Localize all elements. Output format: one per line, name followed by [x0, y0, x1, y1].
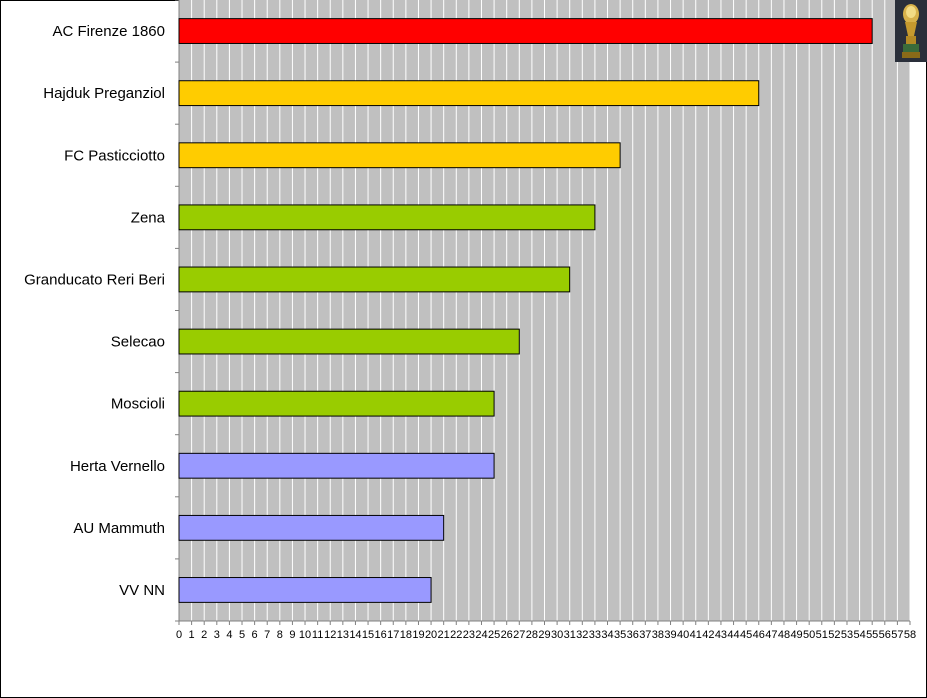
x-tick-label: 32 [576, 629, 588, 641]
x-tick-label: 29 [538, 629, 550, 641]
bar [178, 390, 495, 417]
x-tick-label: 57 [891, 629, 903, 641]
x-tick-label: 56 [879, 629, 891, 641]
x-tick-label: 39 [664, 629, 676, 641]
x-tick-label: 34 [601, 629, 613, 641]
x-tick-label: 45 [740, 629, 752, 641]
x-tick-label: 21 [438, 629, 450, 641]
category-label: AC Firenze 1860 [52, 23, 165, 40]
x-tick-label: 26 [501, 629, 513, 641]
category-label: Hajduk Preganziol [43, 85, 165, 102]
bar [178, 328, 520, 355]
x-tick-label: 42 [702, 629, 714, 641]
category-label: Moscioli [111, 396, 165, 413]
category-label: FC Pasticciotto [64, 147, 165, 164]
x-tick-label: 43 [715, 629, 727, 641]
x-tick-label: 49 [790, 629, 802, 641]
x-tick-label: 15 [362, 629, 374, 641]
x-tick-label: 18 [400, 629, 412, 641]
x-tick-label: 5 [239, 629, 245, 641]
category-label: Granducato Reri Beri [24, 271, 165, 288]
x-tick-label: 8 [277, 629, 283, 641]
x-tick-label: 58 [904, 629, 916, 641]
category-label: Herta Vernello [70, 458, 165, 475]
bar [178, 266, 571, 293]
x-tick-label: 17 [387, 629, 399, 641]
x-tick-label: 13 [337, 629, 349, 641]
x-tick-label: 12 [324, 629, 336, 641]
x-tick-label: 11 [312, 629, 323, 641]
x-tick-label: 52 [828, 629, 840, 641]
x-tick-label: 4 [226, 629, 232, 641]
x-tick-label: 54 [853, 629, 865, 641]
x-tick-label: 16 [375, 629, 387, 641]
x-tick-label: 40 [677, 629, 689, 641]
x-tick-label: 24 [475, 629, 487, 641]
x-tick-label: 31 [564, 629, 576, 641]
x-tick-label: 53 [841, 629, 853, 641]
x-tick-label: 28 [526, 629, 538, 641]
trophy-icon [895, 0, 927, 62]
x-tick-label: 22 [450, 629, 462, 641]
x-tick-label: 6 [252, 629, 258, 641]
x-tick-label: 30 [551, 629, 563, 641]
bar [178, 452, 495, 479]
x-tick-label: 48 [778, 629, 790, 641]
x-tick-label: 1 [189, 629, 195, 641]
x-tick-label: 14 [349, 629, 361, 641]
x-tick-label: 0 [176, 629, 182, 641]
x-tick-label: 10 [299, 629, 311, 641]
x-tick-label: 51 [816, 629, 828, 641]
x-tick-label: 35 [614, 629, 626, 641]
category-label: Selecao [111, 334, 165, 351]
x-tick-label: 2 [201, 629, 207, 641]
x-tick-label: 37 [639, 629, 651, 641]
bar [178, 514, 445, 541]
x-tick-label: 46 [753, 629, 765, 641]
x-tick-label: 36 [627, 629, 639, 641]
x-tick-label: 47 [765, 629, 777, 641]
x-tick-label: 7 [264, 629, 270, 641]
category-label: VV NN [119, 582, 165, 599]
x-tick-label: 50 [803, 629, 815, 641]
x-tick-label: 27 [513, 629, 525, 641]
bar [178, 18, 873, 44]
bar [178, 204, 596, 231]
x-tick-label: 20 [425, 629, 437, 641]
bar [178, 80, 760, 107]
x-tick-label: 19 [412, 629, 424, 641]
category-label: AU Mammuth [73, 520, 165, 537]
x-tick-label: 55 [866, 629, 878, 641]
bar [178, 142, 621, 169]
x-tick-label: 9 [289, 629, 295, 641]
x-tick-label: 23 [463, 629, 475, 641]
x-tick-label: 44 [727, 629, 739, 641]
category-label: Zena [131, 209, 166, 226]
bar [178, 577, 432, 603]
x-tick-label: 38 [652, 629, 664, 641]
x-tick-label: 25 [488, 629, 500, 641]
x-tick-label: 41 [690, 629, 702, 641]
x-tick-label: 3 [214, 629, 220, 641]
x-tick-label: 33 [589, 629, 601, 641]
